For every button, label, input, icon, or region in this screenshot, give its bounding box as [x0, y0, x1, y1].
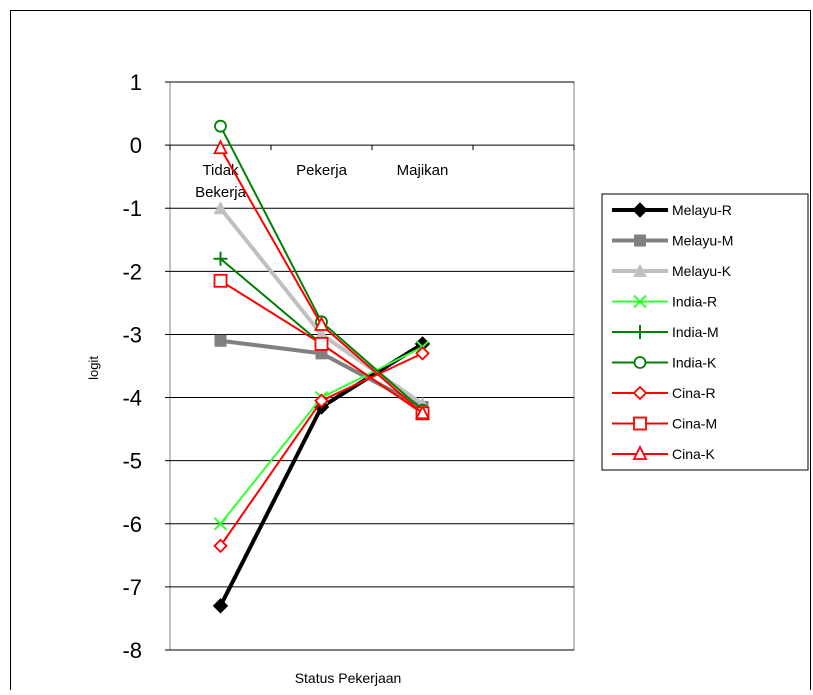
legend-item: India-M — [612, 324, 719, 340]
y-tick-label: 0 — [130, 133, 142, 158]
data-point — [632, 385, 648, 401]
y-tick-label: -3 — [122, 322, 142, 347]
x-category-label: Majikan — [397, 162, 449, 179]
y-tick-label: -6 — [122, 512, 142, 537]
legend-label: Melayu-K — [672, 263, 732, 279]
legend-item: Melayu-M — [612, 233, 733, 249]
data-point — [213, 538, 228, 554]
x-category-label: Bekerja — [195, 184, 247, 201]
legend-label: Melayu-M — [672, 233, 733, 249]
legend-item: Cina-K — [612, 444, 715, 462]
data-point — [213, 139, 228, 155]
data-point — [633, 294, 647, 309]
legend-label: India-K — [672, 355, 717, 371]
y-tick-label: -2 — [122, 259, 142, 284]
data-point — [214, 334, 227, 347]
y-axis-label: logit — [86, 356, 101, 380]
legend-item: Melayu-R — [612, 202, 732, 218]
data-point — [632, 444, 648, 460]
series-cina-k — [213, 139, 430, 420]
data-point — [634, 234, 646, 247]
data-point — [633, 416, 647, 431]
series-group — [212, 119, 431, 614]
data-point — [213, 251, 228, 266]
y-tick-label: -5 — [122, 449, 142, 474]
legend-label: India-M — [672, 324, 719, 340]
data-point — [212, 598, 229, 614]
legend-item: India-K — [612, 355, 717, 371]
data-point — [213, 273, 228, 288]
x-axis-label: Status Pekerjaan — [295, 670, 402, 686]
legend-label: Cina-K — [672, 446, 715, 462]
y-tick-label: -4 — [122, 386, 142, 411]
legend-item: Cina-R — [612, 385, 716, 401]
legend-label: Cina-R — [672, 385, 716, 401]
data-point — [213, 201, 228, 215]
legend-label: Cina-M — [672, 416, 717, 432]
y-tick-label: -1 — [122, 196, 142, 221]
data-point — [314, 337, 329, 351]
data-point — [214, 119, 227, 133]
y-axis-ticks: 1 0 -1 -2 -3 -4 -5 -6 -7 -8 — [122, 70, 170, 663]
y-tick-label: 1 — [130, 70, 142, 95]
legend: Melayu-R Melayu-M Melayu-K India-R India-M In… — [612, 202, 733, 462]
legend-item: Cina-M — [612, 416, 717, 432]
series-cina-r — [213, 346, 430, 554]
y-tick-label: -8 — [122, 638, 142, 663]
data-point — [415, 404, 430, 420]
data-point — [314, 315, 329, 331]
data-point — [632, 202, 648, 218]
legend-item: India-R — [612, 294, 717, 310]
gridlines — [169, 81, 575, 651]
y-tick-label: -7 — [122, 575, 142, 600]
x-category-label: Pekerja — [296, 162, 348, 179]
data-point — [633, 264, 647, 277]
data-point — [314, 393, 329, 408]
data-point — [633, 356, 647, 369]
data-point — [633, 325, 647, 339]
data-point — [213, 517, 228, 531]
legend-label: India-R — [672, 294, 717, 310]
legend-label: Melayu-R — [672, 202, 732, 218]
data-point — [415, 346, 430, 361]
legend-item: Melayu-K — [612, 263, 732, 279]
